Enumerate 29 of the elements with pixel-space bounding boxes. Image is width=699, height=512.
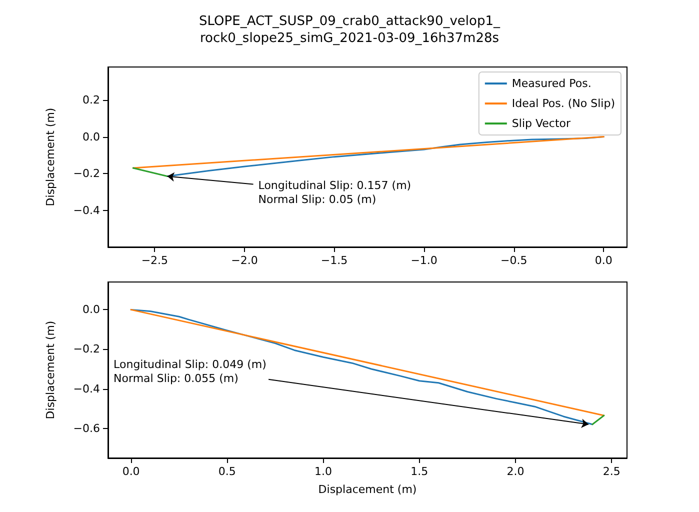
x-tick-label: 2.5	[602, 465, 620, 478]
y-tick-label: 0.0	[82, 303, 100, 316]
x-tick-label: 1.5	[410, 465, 428, 478]
x-tick-label: −1.0	[410, 254, 438, 267]
y-axis-title: Displacement (m)	[44, 320, 57, 420]
x-tick-label: 1.0	[314, 465, 332, 478]
y-tick-label: −0.6	[73, 422, 100, 435]
x-tick-label: −1.5	[320, 254, 348, 267]
x-tick-label: 0.0	[594, 254, 612, 267]
chart-title: SLOPE_ACT_SUSP_09_crab0_attack90_velop1_ rock0_slope25_simG_2021-03-09_16h37m28s	[198, 14, 500, 46]
x-tick-label: −0.5	[500, 254, 528, 267]
annotation: Longitudinal Slip: 0.049 (m) Normal Slip: 0.055 (m)	[114, 358, 266, 385]
y-tick-label: −0.2	[73, 342, 100, 356]
x-tick-label: 0.0	[122, 465, 140, 478]
y-tick-label: −0.2	[73, 167, 100, 180]
legend-label: Slip Vector	[512, 117, 572, 130]
y-axis-title: Displacement (m)	[44, 108, 57, 206]
x-axis-title: Displacement (m)	[318, 483, 417, 496]
x-tick-label: −2.0	[231, 254, 258, 267]
y-tick-label: −0.4	[73, 382, 100, 396]
x-tick-label: 2.0	[506, 465, 524, 478]
x-tick-label: −2.5	[141, 254, 168, 267]
annotation: Longitudinal Slip: 0.157 (m) Normal Slip: 0.05 (m)	[258, 178, 412, 206]
x-tick-label: 0.5	[218, 465, 236, 478]
legend-label: Ideal Pos. (No Slip)	[512, 97, 616, 110]
y-tick-label: 0.2	[82, 94, 100, 107]
y-tick-label: −0.4	[73, 204, 100, 217]
y-tick-label: 0.0	[82, 130, 100, 144]
legend-label: Measured Pos.	[512, 77, 592, 90]
